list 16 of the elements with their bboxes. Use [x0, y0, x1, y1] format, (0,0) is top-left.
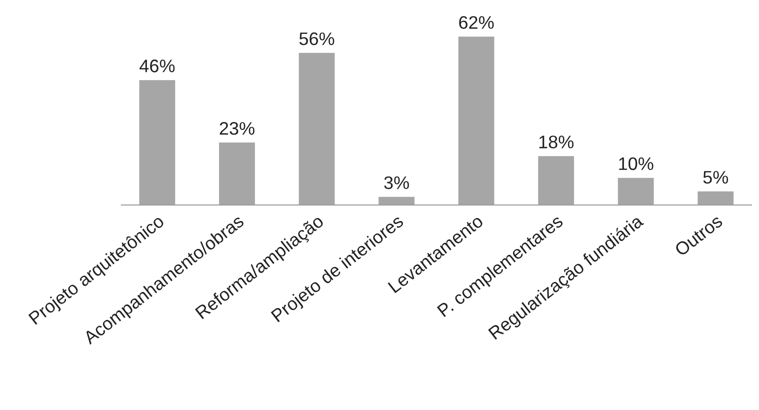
- data-label: 62%: [459, 16, 494, 29]
- data-label: 18%: [539, 136, 574, 148]
- bar: [378, 196, 414, 205]
- bar: [139, 80, 176, 205]
- bar: [219, 142, 255, 205]
- data-label: 10%: [619, 157, 654, 170]
- data-label: 3%: [384, 176, 409, 190]
- bar: [698, 191, 734, 205]
- bar: [298, 52, 335, 205]
- bar: [538, 156, 574, 205]
- data-label: 5%: [703, 170, 728, 184]
- bar: [618, 178, 654, 205]
- data-label: 23%: [220, 122, 254, 135]
- bar: [458, 36, 494, 205]
- data-label: 46%: [140, 60, 175, 72]
- data-label: 56%: [299, 32, 334, 46]
